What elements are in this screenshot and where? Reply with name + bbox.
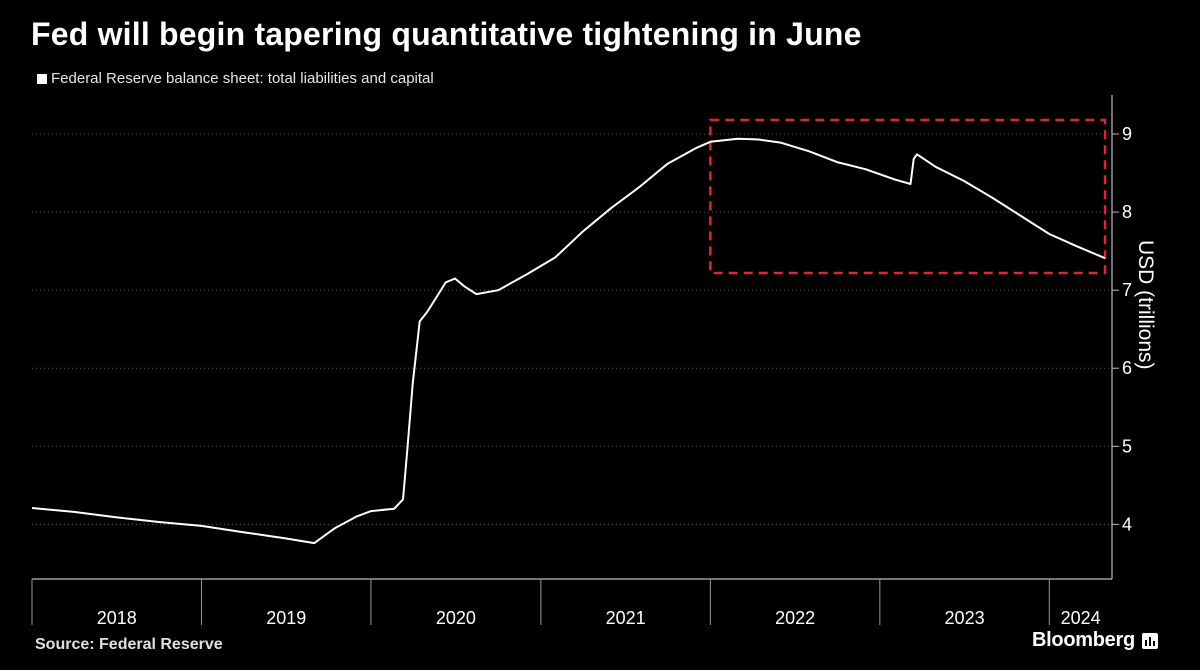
- bar-chart-icon: [1141, 632, 1158, 649]
- y-ticks: 4 5 6 7 8 9: [1112, 124, 1132, 534]
- legend-label: Federal Reserve balance sheet: total lia…: [51, 70, 434, 87]
- x-tick-label: 2019: [266, 608, 306, 628]
- y-tick-label: 6: [1122, 358, 1132, 378]
- y-tick-label: 5: [1122, 436, 1132, 456]
- gridlines: [32, 133, 1112, 525]
- y-tick-label: 9: [1122, 124, 1132, 144]
- source-note: Source: Federal Reserve: [35, 636, 223, 653]
- chart-title: Fed will begin tapering quantitative tig…: [31, 16, 862, 52]
- y-tick-label: 4: [1122, 514, 1132, 534]
- y-tick-label: 8: [1122, 202, 1132, 222]
- x-tick-label: 2021: [606, 608, 646, 628]
- legend-swatch: [37, 73, 47, 84]
- brand-logo: Bloomberg: [1032, 629, 1158, 652]
- x-tick-label: 2022: [775, 608, 815, 628]
- brand-name: Bloomberg: [1032, 629, 1135, 651]
- x-ticks: 2018 2019 2020 2021 2022 2023 2024: [31, 579, 1101, 628]
- y-tick-label: 7: [1122, 280, 1132, 300]
- highlight-box: [709, 118, 1107, 275]
- x-tick-label: 2024: [1061, 608, 1101, 628]
- x-tick-label: 2020: [436, 608, 476, 628]
- x-tick-label: 2023: [945, 608, 985, 628]
- legend: Federal Reserve balance sheet: total lia…: [37, 70, 434, 87]
- x-tick-label: 2018: [97, 608, 137, 628]
- y-axis-label: USD (trillions): [1134, 240, 1157, 370]
- series-line-balance-sheet: [31, 137, 1106, 545]
